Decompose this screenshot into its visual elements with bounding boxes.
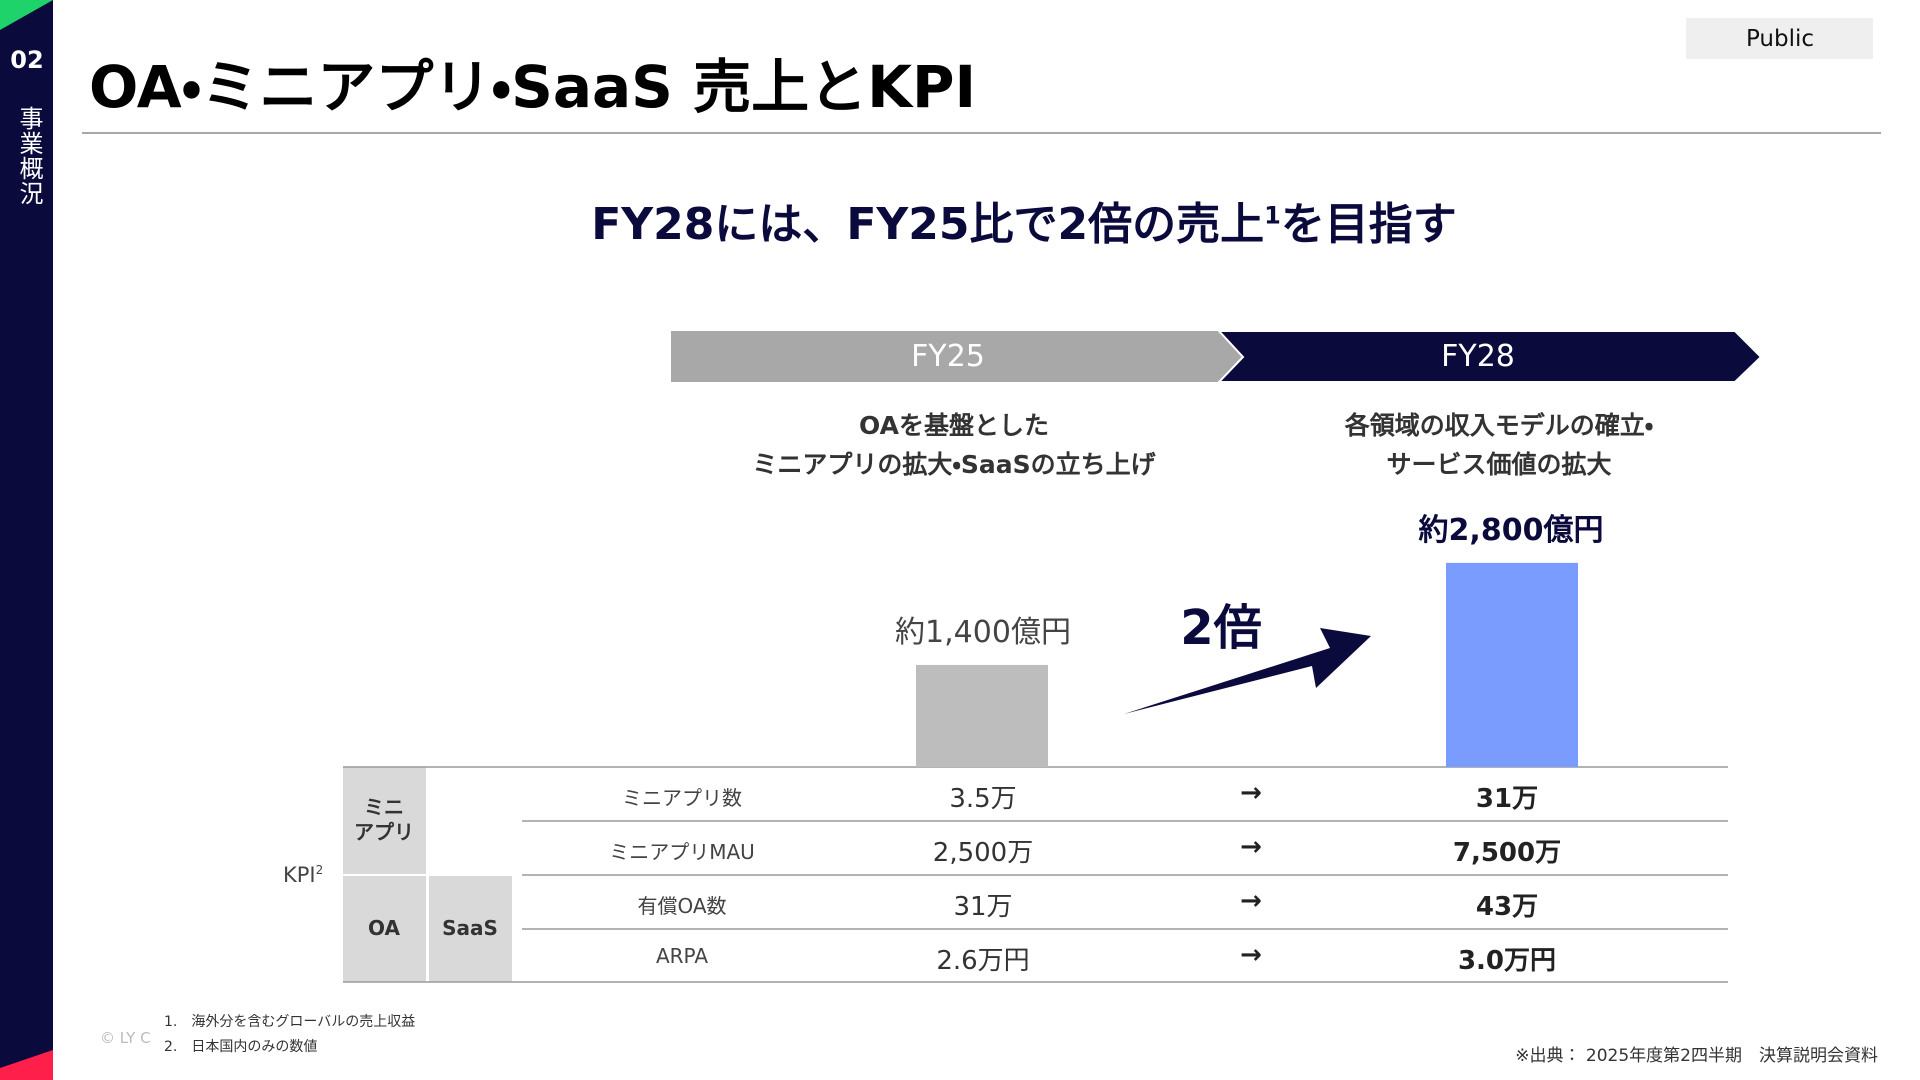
kpi-fy25: 31万 xyxy=(953,891,1013,922)
group-label: ミニ アプリ xyxy=(354,795,414,845)
group-cell xyxy=(343,767,426,874)
kpi-name: 有償OA数 xyxy=(637,893,727,918)
phase-label: FY28 xyxy=(1441,339,1515,374)
phase-banner xyxy=(1216,330,1763,383)
group-cell xyxy=(343,876,426,982)
copyright: © LY C xyxy=(100,1029,151,1047)
kpi-fy25: 2,500万 xyxy=(932,837,1034,868)
kpi-fy28: 31万 xyxy=(1475,783,1539,814)
kpi-label: KPI2 xyxy=(283,863,323,887)
kpi-name: ミニアプリMAU xyxy=(609,839,755,864)
corner-accent xyxy=(0,0,53,30)
kpi-fy28: 3.0万円 xyxy=(1457,945,1557,976)
kpi-arrow: → xyxy=(1240,885,1262,916)
slide-title: OA・ミニアプリ・SaaS 売上とKPI xyxy=(89,53,977,121)
kpi-name: ARPA xyxy=(655,943,709,968)
group-cell xyxy=(429,876,512,982)
group-line: アプリ xyxy=(354,820,414,844)
headline: FY28には、FY25比で2倍の売上1を目指す xyxy=(591,188,1457,252)
revenue-label: 約1,400億円 xyxy=(895,614,1071,650)
kpi-fy28: 43万 xyxy=(1475,891,1539,922)
footnote: 2. 日本国内のみの数値 xyxy=(164,1039,318,1055)
revenue-label: 約2,800億円 xyxy=(1418,512,1604,548)
badge-box xyxy=(1686,18,1873,59)
kpi-fy25: 3.5万 xyxy=(949,783,1017,814)
description-line: 各領域の収入モデルの確立・ xyxy=(1344,411,1654,440)
headline-text: FY28には、FY25比で2倍の売上 xyxy=(591,199,1265,250)
kpi-arrow: → xyxy=(1240,777,1262,808)
kpi-fy28: 7,500万 xyxy=(1452,837,1562,868)
growth-label: 2倍 xyxy=(1180,600,1262,656)
kpi-fy25: 2.6万円 xyxy=(936,945,1030,976)
group-label: OA xyxy=(368,916,400,940)
kpi-text: KPI xyxy=(283,863,316,887)
description-line: OAを基盤とした xyxy=(859,411,1049,440)
phase-banner xyxy=(671,331,1243,382)
footnote-ref: 2 xyxy=(315,863,324,877)
footnote-ref: 1 xyxy=(1264,201,1281,230)
group-label: SaaS xyxy=(442,916,498,940)
phase-description: OAを基盤としたミニアプリの拡大・SaaSの立ち上げ xyxy=(752,406,1155,484)
growth-arrow xyxy=(1124,628,1371,714)
description-line: サービス価値の拡大 xyxy=(1386,450,1612,479)
revenue-bar xyxy=(1446,562,1578,767)
corner-accent xyxy=(0,1050,53,1080)
section-number: 02 xyxy=(10,46,44,74)
kpi-name: ミニアプリ数 xyxy=(622,785,742,810)
footnote: 1. 海外分を含むグローバルの売上収益 xyxy=(164,1014,416,1030)
kpi-arrow: → xyxy=(1240,939,1262,970)
sidebar xyxy=(0,0,53,1080)
phase-description: 各領域の収入モデルの確立・ サービス価値の拡大 xyxy=(1345,406,1654,484)
badge: Public xyxy=(1745,26,1815,52)
phase-label: FY25 xyxy=(911,339,985,374)
section-name: 事業概況 xyxy=(15,106,43,206)
description-line: ミニアプリの拡大・SaaSの立ち上げ xyxy=(752,450,1156,479)
group-line: ミニ xyxy=(364,795,404,819)
headline-tail: を目指す xyxy=(1280,199,1457,250)
kpi-arrow: → xyxy=(1240,831,1262,862)
source: ※出典： 2025年度第2四半期 決算説明会資料 xyxy=(1515,1046,1878,1066)
revenue-bar xyxy=(916,664,1048,767)
